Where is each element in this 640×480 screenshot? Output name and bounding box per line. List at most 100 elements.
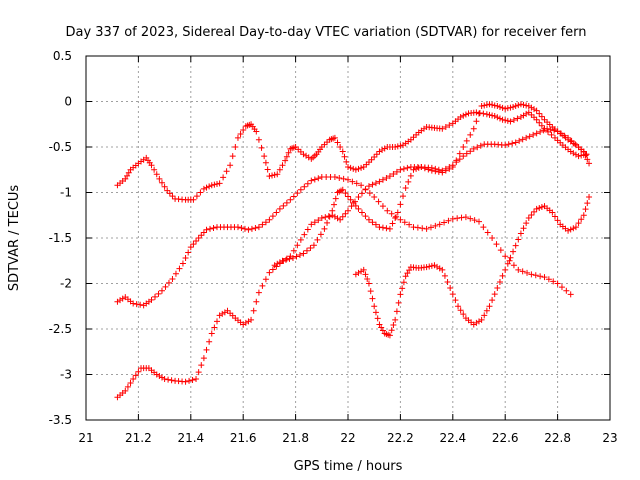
data-point [179, 260, 186, 267]
data-point [515, 266, 522, 273]
data-point [563, 287, 570, 294]
data-point [372, 221, 379, 228]
data-point [549, 209, 556, 216]
data-point [447, 285, 454, 292]
data-point [439, 125, 446, 132]
data-point [523, 102, 530, 109]
data-point [512, 139, 519, 146]
data-point [137, 301, 144, 308]
data-point [452, 297, 459, 304]
data-point [580, 212, 587, 219]
data-point [507, 118, 514, 125]
data-point [582, 152, 589, 159]
data-point [395, 299, 402, 306]
data-point [493, 241, 500, 248]
data-point [200, 229, 207, 236]
x-tick-label: 22.8 [544, 431, 571, 445]
data-point [269, 172, 276, 179]
data-point [349, 178, 356, 185]
data-point [253, 128, 260, 135]
data-point [315, 217, 322, 224]
data-point [229, 153, 236, 160]
data-point [467, 131, 474, 138]
data-point [428, 262, 435, 269]
data-point [125, 169, 132, 176]
data-point [394, 209, 401, 216]
data-point [347, 196, 354, 203]
data-point [483, 101, 490, 108]
data-point [427, 224, 434, 231]
x-tick-label: 21.2 [125, 431, 152, 445]
data-point [337, 144, 344, 150]
data-point [397, 216, 404, 223]
data-point [425, 166, 432, 173]
data-point [130, 300, 137, 307]
data-point [400, 165, 407, 172]
data-point [404, 164, 411, 171]
data-point [467, 215, 474, 222]
data-point [182, 255, 189, 262]
data-point [282, 256, 289, 263]
data-point [168, 377, 175, 384]
data-point [365, 183, 372, 190]
data-point [262, 276, 269, 283]
data-point [523, 220, 530, 227]
data-point [582, 206, 589, 213]
y-tick-label: -0.5 [49, 140, 72, 154]
data-point [350, 165, 357, 172]
data-point [528, 271, 535, 278]
data-point [214, 318, 220, 325]
data-point [504, 105, 511, 112]
data-point [232, 144, 239, 150]
data-point [315, 175, 322, 182]
data-point [258, 144, 265, 151]
data-point [352, 202, 359, 209]
data-point [538, 113, 545, 120]
data-point [153, 171, 160, 178]
data-point [496, 103, 503, 110]
data-point [208, 182, 215, 189]
data-point [504, 260, 511, 267]
data-point [132, 372, 139, 379]
data-point [372, 309, 379, 316]
data-point [310, 242, 317, 249]
data-point [483, 111, 490, 118]
data-point [423, 225, 430, 232]
data-point [512, 242, 519, 249]
data-point [301, 183, 308, 190]
data-point [376, 178, 383, 185]
data-point [486, 303, 493, 310]
data-point [237, 130, 244, 137]
data-point [462, 111, 469, 118]
data-point [340, 175, 347, 182]
data-point [193, 376, 200, 383]
y-tick-label: -3.5 [49, 413, 72, 427]
data-point [402, 273, 409, 280]
data-point [477, 142, 484, 149]
data-point [255, 289, 262, 296]
data-point [426, 263, 433, 270]
data-point [441, 219, 448, 226]
data-point [533, 205, 540, 212]
data-point [285, 149, 292, 156]
data-point [489, 297, 496, 304]
x-tick-label: 21.8 [282, 431, 309, 445]
data-point [499, 104, 506, 111]
data-point [502, 117, 509, 124]
data-point [584, 156, 591, 163]
y-tick-label: -1 [60, 186, 72, 200]
data-point [499, 116, 506, 123]
data-point [124, 383, 131, 390]
data-point [355, 165, 362, 172]
data-point [383, 174, 390, 181]
data-point [358, 209, 365, 216]
data-point [269, 213, 276, 220]
data-point [245, 226, 252, 233]
data-point [436, 221, 443, 228]
data-point [255, 136, 262, 143]
data-point [575, 220, 582, 227]
data-point [289, 255, 296, 262]
data-point [339, 213, 346, 220]
data-point [397, 201, 404, 208]
data-point [326, 213, 333, 220]
